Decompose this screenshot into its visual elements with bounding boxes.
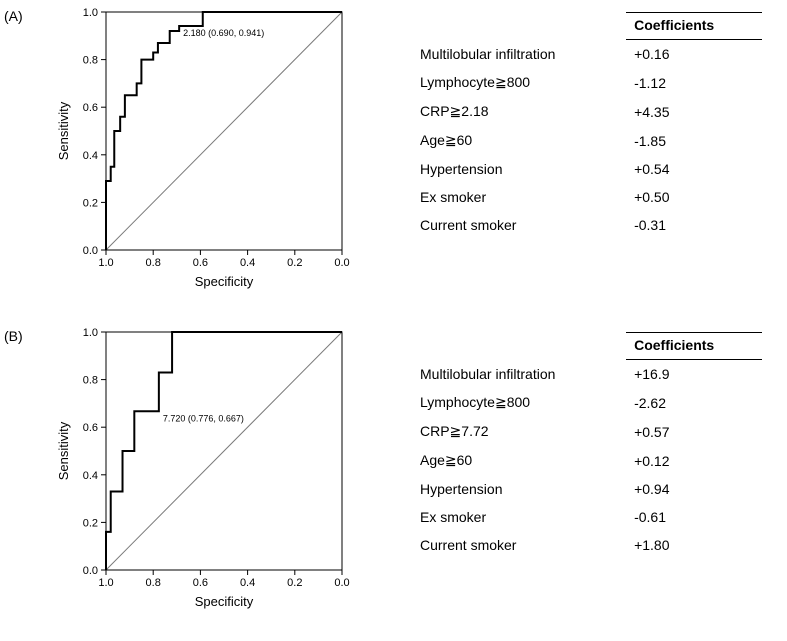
table-a-head-coef: Coefficients (626, 13, 762, 40)
svg-text:1.0: 1.0 (83, 327, 98, 339)
coef-table-a-wrap: Coefficients Multilobular infiltration+0… (412, 12, 762, 239)
svg-text:Sensitivity: Sensitivity (56, 421, 71, 480)
coef-table-b-wrap: Coefficients Multilobular infiltration+1… (412, 332, 762, 559)
coef-variable: Multilobular infiltration (412, 360, 626, 389)
svg-text:0.8: 0.8 (83, 375, 98, 387)
svg-text:7.720 (0.776, 0.667): 7.720 (0.776, 0.667) (163, 413, 244, 423)
coef-variable: CRP≧2.18 (412, 97, 626, 126)
svg-text:0.0: 0.0 (334, 577, 349, 589)
svg-text:0.2: 0.2 (83, 517, 98, 529)
svg-text:0.2: 0.2 (287, 577, 302, 589)
coef-value: +0.16 (626, 40, 762, 69)
panel-b: (B) 1.00.80.60.40.20.00.00.20.40.60.81.0… (0, 320, 787, 641)
coef-value: +0.50 (626, 183, 762, 211)
coef-variable: CRP≧7.72 (412, 417, 626, 446)
svg-text:0.4: 0.4 (83, 150, 98, 162)
svg-text:Sensitivity: Sensitivity (56, 101, 71, 160)
coef-variable: Ex smoker (412, 183, 626, 211)
svg-text:Specificity: Specificity (195, 594, 254, 609)
panel-b-label: (B) (4, 328, 23, 344)
coef-variable: Current smoker (412, 531, 626, 559)
coef-table-a: Coefficients Multilobular infiltration+0… (412, 12, 762, 239)
svg-text:0.8: 0.8 (146, 577, 161, 589)
coef-variable: Current smoker (412, 211, 626, 239)
svg-text:0.6: 0.6 (83, 102, 98, 114)
coef-variable: Age≧60 (412, 126, 626, 155)
svg-text:0.6: 0.6 (193, 577, 208, 589)
table-b-head-coef: Coefficients (626, 333, 762, 360)
table-a-head-blank (412, 13, 626, 40)
svg-text:0.6: 0.6 (193, 257, 208, 269)
coef-variable: Lymphocyte≧800 (412, 68, 626, 97)
coef-value: +0.94 (626, 475, 762, 503)
coef-value: +0.54 (626, 155, 762, 183)
table-row: Current smoker-0.31 (412, 211, 762, 239)
svg-text:1.0: 1.0 (98, 257, 113, 269)
coef-value: -2.62 (626, 388, 762, 417)
coef-variable: Age≧60 (412, 446, 626, 475)
svg-text:2.180 (0.690, 0.941): 2.180 (0.690, 0.941) (183, 28, 264, 38)
roc-plot-b: 1.0 0.8 0.6 0.4 0.2 0.0 0.0 0.2 0.4 0.6 0.8 1.0 Spec… (52, 326, 352, 626)
coef-value: +16.9 (626, 360, 762, 389)
panel-a-label: (A) (4, 8, 23, 24)
svg-text:1.0: 1.0 (98, 577, 113, 589)
svg-text:0.0: 0.0 (83, 565, 98, 577)
coef-value: +4.35 (626, 97, 762, 126)
table-row: Age≧60+0.12 (412, 446, 762, 475)
svg-text:0.8: 0.8 (83, 55, 98, 67)
table-row: Ex smoker+0.50 (412, 183, 762, 211)
svg-text:0.0: 0.0 (334, 257, 349, 269)
table-row: Lymphocyte≧800-1.12 (412, 68, 762, 97)
table-row: Ex smoker-0.61 (412, 503, 762, 531)
coef-table-b: Coefficients Multilobular infiltration+1… (412, 332, 762, 559)
coef-value: +1.80 (626, 531, 762, 559)
table-row: Hypertension+0.94 (412, 475, 762, 503)
coef-variable: Lymphocyte≧800 (412, 388, 626, 417)
svg-text:0.8: 0.8 (146, 257, 161, 269)
coef-value: +0.12 (626, 446, 762, 475)
table-row: Multilobular infiltration+0.16 (412, 40, 762, 69)
svg-text:0.2: 0.2 (83, 197, 98, 209)
svg-text:0.4: 0.4 (240, 257, 255, 269)
svg-text:1.0: 1.0 (83, 7, 98, 19)
table-b-head-blank (412, 333, 626, 360)
table-row: CRP≧2.18+4.35 (412, 97, 762, 126)
svg-text:0.0: 0.0 (83, 245, 98, 257)
coef-variable: Hypertension (412, 155, 626, 183)
svg-text:0.6: 0.6 (83, 422, 98, 434)
table-row: Lymphocyte≧800-2.62 (412, 388, 762, 417)
coef-value: -0.31 (626, 211, 762, 239)
coef-value: +0.57 (626, 417, 762, 446)
table-row: Age≧60-1.85 (412, 126, 762, 155)
panel-a: (A) 1.00.80.60.40.20.00.00.20.40.60.81.0… (0, 0, 787, 320)
svg-text:0.4: 0.4 (240, 577, 255, 589)
svg-text:Specificity: Specificity (195, 274, 254, 289)
table-row: Hypertension+0.54 (412, 155, 762, 183)
table-row: Current smoker+1.80 (412, 531, 762, 559)
coef-variable: Multilobular infiltration (412, 40, 626, 69)
svg-text:0.2: 0.2 (287, 257, 302, 269)
coef-variable: Hypertension (412, 475, 626, 503)
coef-value: -1.85 (626, 126, 762, 155)
svg-text:0.4: 0.4 (83, 470, 98, 482)
coef-value: -1.12 (626, 68, 762, 97)
table-row: Multilobular infiltration+16.9 (412, 360, 762, 389)
coef-value: -0.61 (626, 503, 762, 531)
table-row: CRP≧7.72+0.57 (412, 417, 762, 446)
coef-variable: Ex smoker (412, 503, 626, 531)
figure-root: (A) 1.00.80.60.40.20.00.00.20.40.60.81.0… (0, 0, 787, 641)
roc-plot-a: 1.0 0.8 0.6 0.4 0.2 0.0 0.0 0.2 0.4 0.6 0.8 1.0 Spec… (52, 6, 352, 306)
